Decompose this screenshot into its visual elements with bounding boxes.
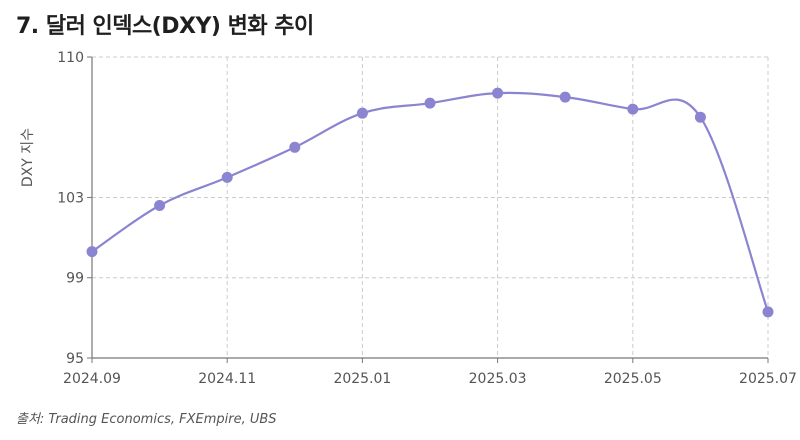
x-tick-label: 2024.09: [63, 371, 121, 387]
y-axis-title: DXY 지수: [20, 128, 36, 187]
data-point: [86, 246, 98, 258]
chart-title: 7. 달러 인덱스(DXY) 변화 추이: [16, 14, 314, 39]
y-tick-label: 110: [57, 50, 84, 66]
source-note: 출처: Trading Economics, FXEmpire, UBS: [16, 412, 277, 427]
data-point: [694, 111, 706, 123]
data-point: [154, 199, 166, 211]
data-point: [356, 107, 368, 119]
data-point: [559, 91, 571, 103]
axes-layer: [87, 56, 769, 363]
x-tick-label: 2025.01: [333, 371, 391, 387]
series-line: [91, 91, 770, 313]
labels-layer: 95 99 103 110 2024.09 2024.11 2025.01 2025.03 20…: [57, 50, 797, 387]
data-point: [221, 171, 233, 183]
data-point: [627, 103, 639, 115]
x-tick-label: 2025.03: [469, 371, 527, 387]
data-point: [492, 87, 504, 99]
data-point: [289, 141, 301, 153]
y-tick-label: 103: [57, 190, 84, 206]
y-tick-label: 99: [66, 271, 84, 287]
x-tick-label: 2024.11: [198, 371, 256, 387]
points-layer: [86, 87, 774, 318]
x-tick-label: 2025.05: [604, 371, 662, 387]
data-point: [762, 306, 774, 318]
y-tick-label: 95: [66, 351, 84, 367]
data-point: [424, 97, 436, 109]
x-tick-label: 2025.07: [739, 371, 797, 387]
